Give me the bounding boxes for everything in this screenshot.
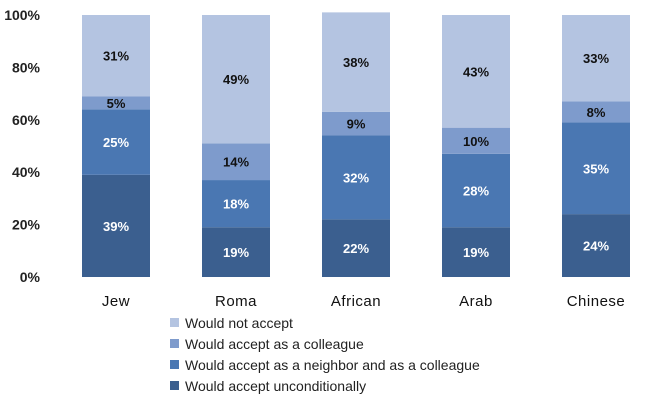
legend-swatch	[170, 360, 179, 369]
bar-segment	[562, 101, 630, 123]
bar-segment	[322, 12, 390, 112]
data-label: 10%	[463, 134, 489, 149]
y-tick-label: 100%	[4, 7, 40, 23]
bar-segment	[82, 96, 150, 110]
bar-segment	[82, 174, 150, 277]
bar-segment	[202, 227, 270, 277]
legend-item: Would accept as a colleague	[170, 333, 480, 354]
bar-segment	[202, 143, 270, 181]
y-tick-label: 60%	[12, 112, 41, 128]
data-label: 9%	[347, 117, 366, 132]
legend-label: Would accept unconditionally	[185, 377, 367, 394]
bars	[82, 12, 630, 277]
y-tick-label: 40%	[12, 164, 41, 180]
legend-item: Would accept unconditionally	[170, 375, 480, 396]
category-label: African	[331, 293, 381, 310]
data-label: 19%	[463, 245, 489, 260]
bar-segment	[442, 227, 510, 277]
legend-label: Would accept as a neighbor and as a coll…	[185, 356, 480, 373]
data-label: 49%	[223, 72, 249, 87]
y-tick-label: 0%	[20, 269, 41, 285]
data-label: 5%	[107, 96, 126, 111]
data-label: 32%	[343, 170, 369, 185]
category-label: Jew	[102, 293, 130, 310]
bar-segment	[322, 219, 390, 277]
category-label: Chinese	[567, 293, 626, 310]
category-label: Arab	[459, 293, 493, 310]
y-tick-label: 80%	[12, 59, 41, 75]
bar-segment	[322, 135, 390, 220]
bar-segment	[82, 109, 150, 175]
bar-segment	[562, 15, 630, 102]
data-label: 28%	[463, 184, 489, 199]
data-label: 31%	[103, 49, 129, 64]
legend: Would not accept Would accept as a collea…	[170, 312, 480, 396]
data-label: 14%	[223, 155, 249, 170]
bar-segment	[202, 15, 270, 144]
data-label: 43%	[463, 64, 489, 79]
legend-label: Would not accept	[185, 314, 293, 331]
data-label: 24%	[583, 239, 609, 254]
category-label: Roma	[215, 293, 257, 310]
bar-segment	[562, 214, 630, 277]
data-label: 38%	[343, 55, 369, 70]
bar-segment	[562, 122, 630, 215]
bar-segment	[82, 15, 150, 97]
data-label: 33%	[583, 51, 609, 66]
y-axis: 0% 20% 40% 60% 80% 100%	[4, 7, 40, 285]
stacked-bar-chart: 0% 20% 40% 60% 80% 100% 39% 25% 5% 31% 19% 18% 14% 4…	[4, 7, 630, 310]
data-label: 39%	[103, 219, 129, 234]
legend-swatch	[170, 318, 179, 327]
data-label: 18%	[223, 197, 249, 212]
data-label: 22%	[343, 241, 369, 256]
x-axis: Jew Roma African Arab Chinese	[102, 293, 625, 310]
bar-segment	[442, 153, 510, 228]
y-tick-label: 20%	[12, 217, 41, 233]
legend-label: Would accept as a colleague	[185, 335, 364, 352]
data-labels: 39% 25% 5% 31% 19% 18% 14% 49% 22% 32% 9% 38% 19% 28%…	[103, 49, 609, 260]
legend-item: Would accept as a neighbor and as a coll…	[170, 354, 480, 375]
bar-segment	[442, 127, 510, 154]
bar-segment	[202, 180, 270, 228]
legend-swatch	[170, 339, 179, 348]
data-label: 8%	[587, 105, 606, 120]
data-label: 19%	[223, 245, 249, 260]
legend-item: Would not accept	[170, 312, 480, 333]
legend-swatch	[170, 381, 179, 390]
data-label: 35%	[583, 161, 609, 176]
bar-segment	[322, 111, 390, 136]
bar-segment	[442, 15, 510, 128]
data-label: 25%	[103, 135, 129, 150]
